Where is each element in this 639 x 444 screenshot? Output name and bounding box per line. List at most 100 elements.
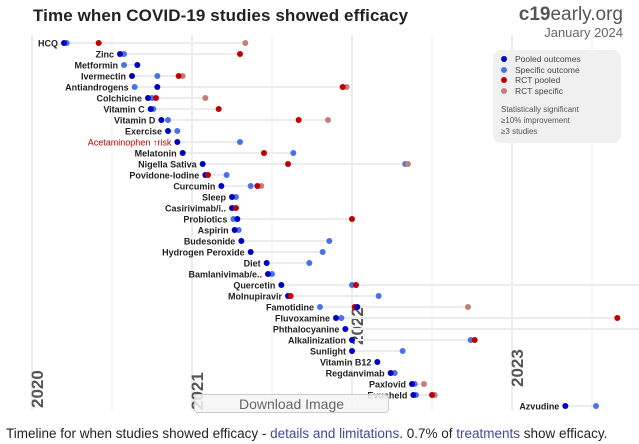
legend-note: ≥3 studies (501, 127, 538, 136)
row-label: Vitamin C (103, 105, 145, 115)
row-label: Nigella Sativa (138, 160, 198, 170)
point-pooled (349, 348, 355, 354)
point-pooled (129, 73, 135, 79)
point-pooled (238, 238, 245, 244)
row-label: HCQ (38, 39, 58, 49)
point-pooled (409, 381, 415, 387)
point-rct-pooled (153, 95, 159, 101)
year-label: 2022 (348, 307, 367, 345)
point-rct-pooled (353, 282, 359, 288)
row-label: Exercise (125, 127, 162, 137)
point-pooled (278, 282, 285, 288)
point-pooled (374, 359, 381, 365)
point-specific (399, 348, 406, 354)
legend: Pooled outcomes Specific outcome RCT poo… (493, 50, 621, 143)
point-specific (131, 84, 138, 90)
point-pooled (354, 304, 361, 310)
row-label: Budesonide (184, 237, 236, 247)
point-rct-pooled (205, 172, 211, 178)
row-label: Aspirin (198, 226, 229, 236)
row-label: Bamlanivimab/e.. (188, 270, 262, 280)
point-pooled (134, 62, 141, 68)
point-pooled (231, 227, 238, 233)
point-rct-pooled (339, 84, 346, 90)
legend-note: Statistically significant (501, 105, 579, 114)
row-label: Paxlovid (369, 380, 406, 390)
treatments-link[interactable]: treatments (456, 426, 521, 441)
point-rct-pooled (614, 315, 621, 321)
point-rct-pooled (95, 40, 102, 46)
point-pooled (342, 326, 349, 332)
point-rct-pooled (254, 183, 261, 189)
point-rct-pooled (295, 117, 302, 123)
row-label: Diet (244, 259, 261, 269)
point-pooled (234, 216, 241, 222)
point-rct-specific (325, 117, 331, 123)
point-rct-specific (465, 304, 471, 310)
point-pooled (410, 392, 417, 398)
point-rct-specific (202, 95, 209, 101)
point-pooled (265, 271, 271, 277)
row-label: Vitamin B12 (320, 358, 371, 368)
legend-label: Pooled outcomes (515, 54, 581, 65)
point-specific (319, 249, 326, 255)
row-label: Ivermectin (81, 72, 126, 82)
row-label: Probiotics (183, 215, 227, 225)
row-label: Curcumin (173, 182, 215, 192)
caption-text: Timeline for when studies showed efficac… (6, 426, 271, 441)
row-label: Povidone-Iodine (129, 171, 199, 181)
point-pooled (147, 106, 154, 112)
point-pooled (333, 315, 339, 321)
point-specific (121, 62, 127, 68)
brand-name[interactable]: c19early.org (519, 4, 623, 26)
point-specific (154, 73, 161, 79)
legend-swatch (501, 87, 507, 94)
row-label: Antiandrogens (65, 83, 129, 93)
row-label: Acetaminophen ↑risk (88, 138, 172, 148)
point-pooled (179, 150, 186, 156)
row-label: Quercetin (233, 281, 275, 291)
caption: Timeline for when studies showed efficac… (6, 426, 607, 441)
chart-title: Time when COVID-19 studies showed effica… (33, 6, 409, 25)
point-pooled (562, 403, 569, 409)
point-rct-specific (421, 381, 427, 387)
row-label: Azvudine (519, 402, 559, 412)
point-specific (247, 183, 254, 189)
details-link[interactable]: details and limitations (270, 426, 400, 441)
point-pooled (165, 128, 171, 134)
point-rct-pooled (285, 161, 291, 167)
row-label: Fluvoxamine (275, 314, 330, 324)
legend-swatch (501, 66, 507, 73)
point-rct-specific (405, 161, 411, 167)
legend-item-rct-specific: RCT specific (501, 86, 615, 97)
point-pooled (218, 183, 225, 189)
point-specific (306, 260, 313, 266)
point-rct-pooled (349, 216, 355, 222)
row-label: Melatonin (135, 149, 177, 159)
point-pooled (247, 249, 254, 255)
legend-item-specific: Specific outcome (501, 65, 615, 76)
row-label: Phthalocyanine (273, 325, 340, 335)
row-label: Metformin (75, 61, 119, 71)
row-label: Hydrogen Peroxide (162, 248, 245, 258)
point-pooled (174, 139, 181, 145)
legend-swatch (501, 56, 507, 63)
point-rct-pooled (233, 205, 239, 211)
point-specific (317, 304, 323, 310)
row-label: Regdanvimab (326, 369, 386, 379)
row-label: Colchicine (96, 94, 142, 104)
point-pooled (229, 194, 235, 200)
point-rct-pooled (261, 150, 267, 156)
point-specific (593, 403, 599, 409)
point-specific (174, 128, 181, 134)
legend-swatch (501, 77, 507, 84)
brand-block: c19early.org January 2024 (519, 4, 623, 40)
caption-text: . 0.7% of (399, 426, 457, 441)
point-pooled (117, 51, 123, 57)
download-image-button[interactable]: Download Image (194, 394, 389, 413)
point-specific (165, 117, 171, 123)
brand-bold: c19 (518, 4, 551, 25)
row-label: Vitamin D (114, 116, 156, 126)
legend-item-pooled: Pooled outcomes (501, 54, 615, 65)
point-rct-pooled (429, 392, 435, 398)
